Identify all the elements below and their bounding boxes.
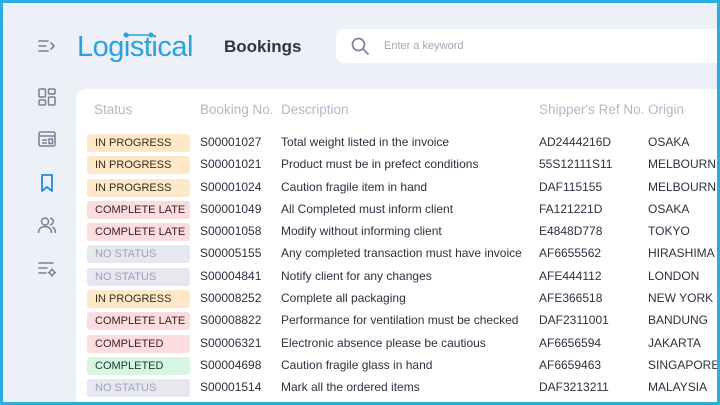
bookmark-icon[interactable] bbox=[36, 172, 58, 194]
status-badge: IN PROGRESS bbox=[87, 134, 190, 152]
origin-city: HIRASHIMA bbox=[648, 246, 715, 261]
table-row[interactable]: NO STATUS S00001514 Mark all the ordered i… bbox=[76, 377, 717, 399]
table-header: Status Booking No. Description Shipper's… bbox=[76, 89, 717, 133]
table-row[interactable]: COMPLETED S00004698 Caution fragile glass … bbox=[76, 355, 720, 377]
origin-city: MELBOURNE bbox=[648, 157, 720, 172]
booking-number: S00006321 bbox=[200, 335, 262, 350]
status-badge: IN PROGRESS bbox=[87, 156, 190, 175]
column-header-description[interactable]: Description bbox=[281, 102, 349, 117]
users-icon[interactable] bbox=[36, 214, 58, 236]
table-row[interactable]: IN PROGRESS S00001021 Product must be in p… bbox=[76, 154, 720, 176]
shipper-ref-number: DAF2311001 bbox=[539, 313, 609, 328]
shipper-ref-number: AFE444112 bbox=[539, 268, 602, 283]
search-input[interactable] bbox=[384, 40, 684, 52]
booking-description: Performance for ventilation must be chec… bbox=[281, 313, 519, 328]
origin-city: NEW YORK bbox=[648, 291, 714, 306]
column-header-shipper-ref[interactable]: Shipper's Ref No. bbox=[539, 102, 645, 117]
booking-number: S00008252 bbox=[200, 291, 262, 306]
origin-city: OSAKA bbox=[648, 201, 690, 216]
booking-description: Modify without informing client bbox=[281, 224, 442, 239]
booking-number: S00001021 bbox=[200, 157, 262, 172]
booking-number: S00004698 bbox=[200, 357, 262, 372]
booking-description: Caution fragile glass in hand bbox=[281, 357, 433, 372]
table-row[interactable]: COMPLETE LATE S00008822 Performance for ve… bbox=[76, 310, 717, 332]
shipper-ref-number: AFE366518 bbox=[539, 291, 603, 306]
table-row[interactable]: COMPLETED S00006321 Electronic absence ple… bbox=[76, 333, 717, 355]
table-row[interactable]: IN PROGRESS S00001027 Total weight listed … bbox=[76, 132, 717, 154]
booking-number: S00001024 bbox=[200, 179, 262, 194]
table-row[interactable]: IN PROGRESS S00001024 Caution fragile item… bbox=[76, 177, 720, 199]
shipper-ref-number: AF6655562 bbox=[539, 246, 602, 261]
shipper-ref-number: DAF115155 bbox=[539, 179, 603, 194]
status-badge: COMPLETE LATE bbox=[87, 223, 190, 242]
status-badge: NO STATUS bbox=[87, 245, 190, 264]
table-row[interactable]: IN PROGRESS S00008252 Complete all packagi… bbox=[76, 288, 717, 310]
booking-number: S00001049 bbox=[200, 201, 262, 216]
status-badge: COMPLETE LATE bbox=[87, 200, 190, 219]
booking-description: Total weight listed in the invoice bbox=[281, 135, 450, 149]
status-badge: COMPLETED bbox=[87, 334, 190, 353]
origin-city: MELBOURNE bbox=[648, 179, 720, 194]
dashboard-icon[interactable] bbox=[36, 86, 58, 108]
column-header-status[interactable]: Status bbox=[94, 102, 133, 117]
booking-description: Any completed transaction must have invo… bbox=[281, 246, 522, 261]
logo-network-mark bbox=[123, 32, 154, 38]
booking-description: Mark all the ordered items bbox=[281, 380, 420, 395]
status-badge: NO STATUS bbox=[87, 379, 190, 398]
shipper-ref-number: AF6656594 bbox=[539, 335, 602, 350]
booking-description: Notify client for any changes bbox=[281, 268, 432, 283]
table-body: IN PROGRESS S00001027 Total weight listed … bbox=[76, 132, 720, 400]
shipper-ref-number: DAF3213211 bbox=[539, 380, 609, 395]
app-logo[interactable]: Logistical bbox=[77, 30, 193, 63]
booking-description: Electronic absence please be cautious bbox=[281, 335, 486, 350]
search-bar bbox=[336, 29, 717, 63]
booking-description: Product must be in prefect conditions bbox=[281, 157, 479, 172]
status-badge: COMPLETE LATE bbox=[87, 312, 190, 331]
table-row[interactable]: NO STATUS S00005155 Any completed transact… bbox=[76, 243, 717, 265]
status-badge: NO STATUS bbox=[87, 267, 190, 286]
shipper-ref-number: E4848D778 bbox=[539, 224, 603, 239]
booking-number: S00001514 bbox=[200, 380, 262, 395]
bookings-table-panel: Status Booking No. Description Shipper's… bbox=[76, 89, 720, 402]
status-badge: COMPLETED bbox=[87, 356, 190, 375]
booking-number: S00001058 bbox=[200, 224, 262, 239]
status-badge: IN PROGRESS bbox=[87, 178, 190, 197]
booking-number: S00005155 bbox=[200, 246, 262, 261]
table-row[interactable]: COMPLETE LATE S00001049 All Completed must… bbox=[76, 199, 717, 221]
booking-number: S00001027 bbox=[200, 135, 262, 149]
shipper-ref-number: AF6659463 bbox=[539, 357, 602, 372]
status-badge: IN PROGRESS bbox=[87, 290, 190, 309]
booking-description: All Completed must inform client bbox=[281, 201, 454, 216]
booking-number: S00008822 bbox=[200, 313, 262, 328]
booking-description: Caution fragile item in hand bbox=[281, 179, 428, 194]
origin-city: MALAYSIA bbox=[648, 380, 708, 395]
origin-city: BANDUNG bbox=[648, 313, 709, 328]
column-header-origin[interactable]: Origin bbox=[648, 102, 685, 117]
page-title: Bookings bbox=[224, 37, 302, 56]
search-icon[interactable] bbox=[350, 36, 370, 56]
table-row[interactable]: COMPLETE LATE S00001058 Modify without inf… bbox=[76, 221, 717, 243]
booking-description: Complete all packaging bbox=[281, 291, 406, 306]
origin-city: OSAKA bbox=[648, 135, 690, 149]
shipper-ref-number: 55S12111S11 bbox=[539, 157, 613, 172]
table-row[interactable]: NO STATUS S00004841 Notify client for any … bbox=[76, 266, 717, 288]
shipper-ref-number: FA121221D bbox=[539, 201, 603, 216]
origin-city: TOKYO bbox=[648, 224, 690, 239]
origin-city: LONDON bbox=[648, 268, 700, 283]
column-header-booking-no[interactable]: Booking No. bbox=[200, 102, 274, 117]
origin-city: JAKARTA bbox=[648, 335, 701, 350]
settings-list-icon[interactable] bbox=[36, 258, 58, 280]
shipper-ref-number: AD2444216D bbox=[539, 135, 612, 149]
collapse-menu-icon[interactable] bbox=[36, 35, 58, 57]
booking-number: S00004841 bbox=[200, 268, 262, 283]
origin-city: SINGAPORE bbox=[648, 357, 720, 372]
sidebar bbox=[6, 6, 76, 402]
invoice-icon[interactable] bbox=[36, 128, 58, 150]
